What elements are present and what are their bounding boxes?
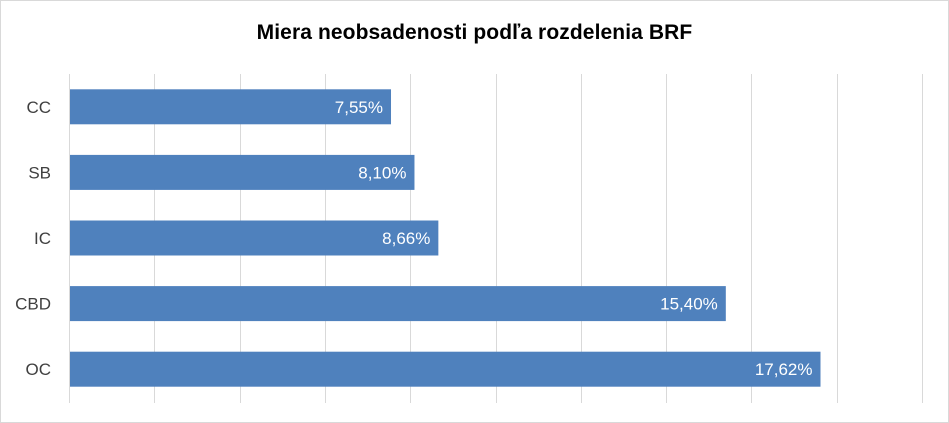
category-label-sb: SB bbox=[28, 163, 51, 182]
data-label-cc: 7,55% bbox=[335, 98, 383, 117]
category-label-cc: CC bbox=[26, 98, 51, 117]
data-label-cbd: 15,40% bbox=[660, 295, 718, 314]
bar-cc bbox=[70, 89, 392, 125]
category-label-oc: OC bbox=[26, 360, 52, 379]
bar-ic bbox=[70, 220, 439, 256]
category-label-cbd: CBD bbox=[15, 295, 51, 314]
bar-sb bbox=[70, 154, 415, 190]
bar-oc bbox=[70, 351, 821, 387]
bar-cbd bbox=[70, 286, 726, 322]
data-label-oc: 17,62% bbox=[755, 360, 813, 379]
category-label-ic: IC bbox=[34, 229, 51, 248]
data-label-ic: 8,66% bbox=[382, 229, 430, 248]
gridlines bbox=[69, 74, 923, 403]
data-label-sb: 8,10% bbox=[358, 163, 406, 182]
chart-title: Miera neobsadenosti podľa rozdelenia BRF bbox=[256, 21, 693, 44]
